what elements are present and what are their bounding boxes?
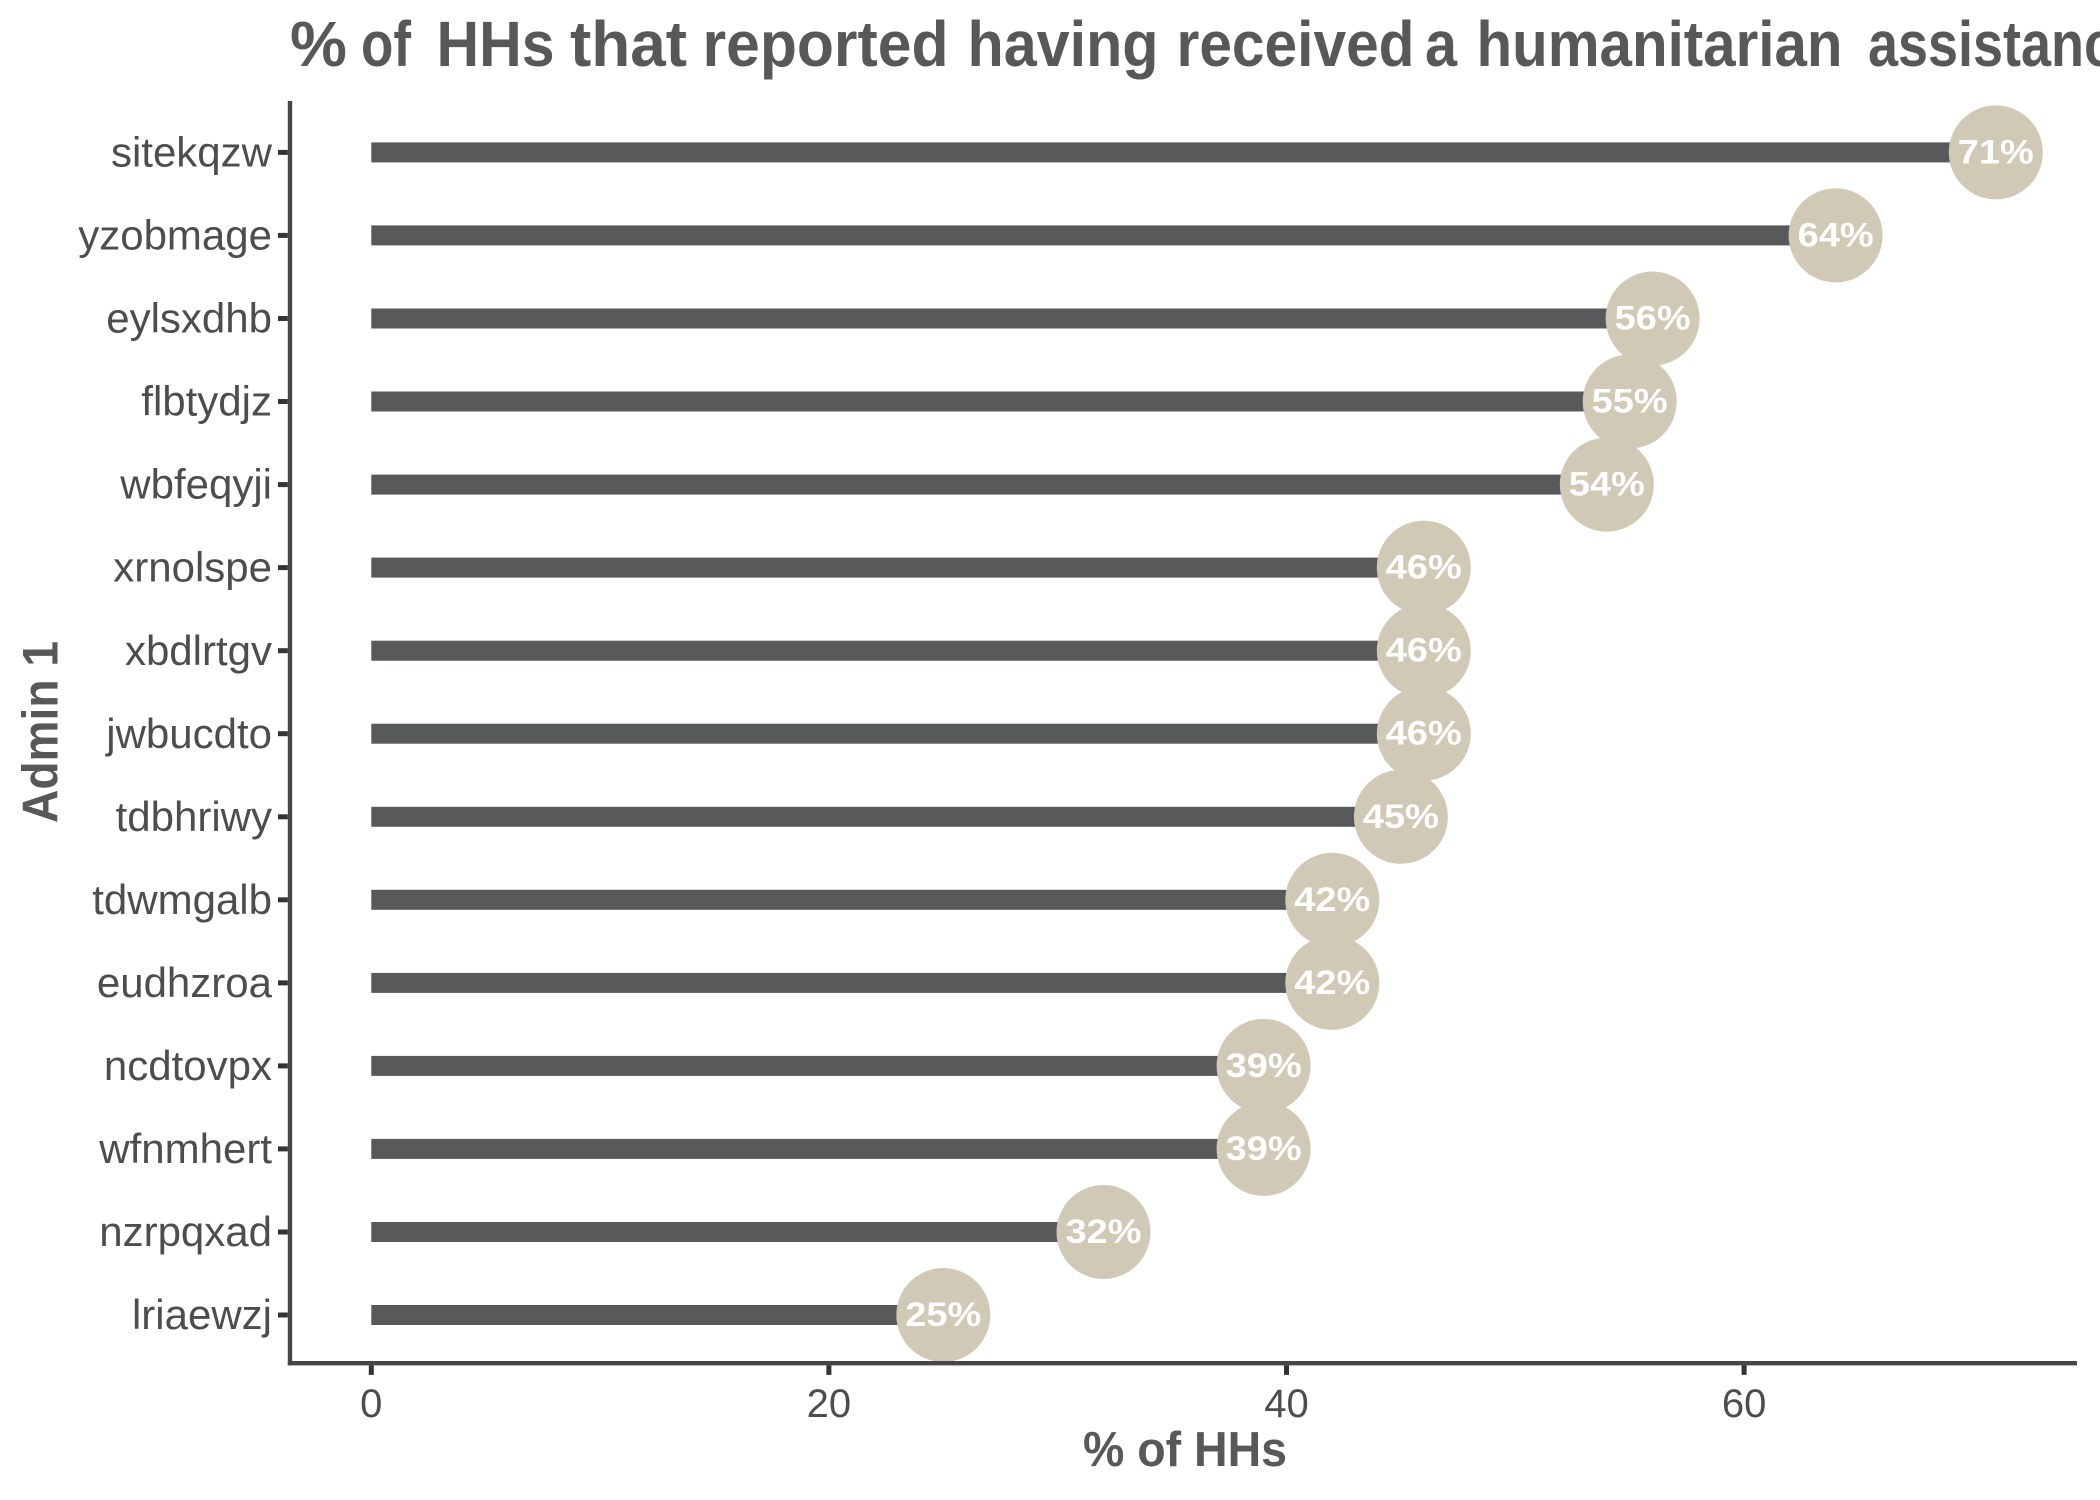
svg-text:64%: 64% (1798, 216, 1874, 254)
svg-text:54%: 54% (1569, 466, 1645, 504)
svg-text:39%: 39% (1226, 1130, 1302, 1168)
svg-text:0: 0 (360, 1382, 382, 1426)
svg-text:sitekqzw: sitekqzw (111, 129, 273, 176)
svg-text:55%: 55% (1592, 383, 1668, 421)
svg-text:eylsxdhb: eylsxdhb (106, 295, 272, 342)
svg-text:60: 60 (1722, 1382, 1767, 1426)
svg-text:Admin 1: Admin 1 (13, 641, 69, 823)
svg-text:39%: 39% (1226, 1047, 1302, 1085)
svg-text:wfnmhert: wfnmhert (98, 1125, 272, 1172)
svg-text:ncdtovpx: ncdtovpx (104, 1042, 272, 1089)
svg-text:46%: 46% (1386, 549, 1462, 587)
svg-text:42%: 42% (1294, 881, 1370, 919)
svg-text:42%: 42% (1294, 964, 1370, 1002)
svg-text:xrnolspe: xrnolspe (113, 544, 272, 591)
svg-text:yzobmage: yzobmage (78, 212, 272, 259)
svg-text:tdwmgalb: tdwmgalb (92, 876, 272, 923)
svg-text:% of HHs: % of HHs (1083, 1423, 1287, 1477)
svg-text:xbdlrtgv: xbdlrtgv (125, 627, 272, 674)
svg-text:flbtydjz: flbtydjz (141, 378, 272, 425)
svg-text:46%: 46% (1386, 715, 1462, 753)
svg-text:20: 20 (807, 1382, 852, 1426)
svg-text:jwbucdto: jwbucdto (104, 710, 272, 757)
svg-text:tdbhriwy: tdbhriwy (116, 793, 272, 840)
svg-text:40: 40 (1264, 1382, 1309, 1426)
svg-text:32%: 32% (1066, 1213, 1142, 1251)
svg-text:25%: 25% (905, 1296, 981, 1334)
svg-text:eudhzroa: eudhzroa (97, 959, 273, 1006)
svg-text:56%: 56% (1615, 300, 1691, 338)
svg-text:46%: 46% (1386, 632, 1462, 670)
svg-text:wbfeqyji: wbfeqyji (119, 461, 272, 508)
svg-text:lriaewzj: lriaewzj (132, 1291, 272, 1338)
svg-text:nzrpqxad: nzrpqxad (99, 1208, 272, 1255)
svg-text:45%: 45% (1363, 798, 1439, 836)
svg-text:71%: 71% (1958, 133, 2034, 171)
